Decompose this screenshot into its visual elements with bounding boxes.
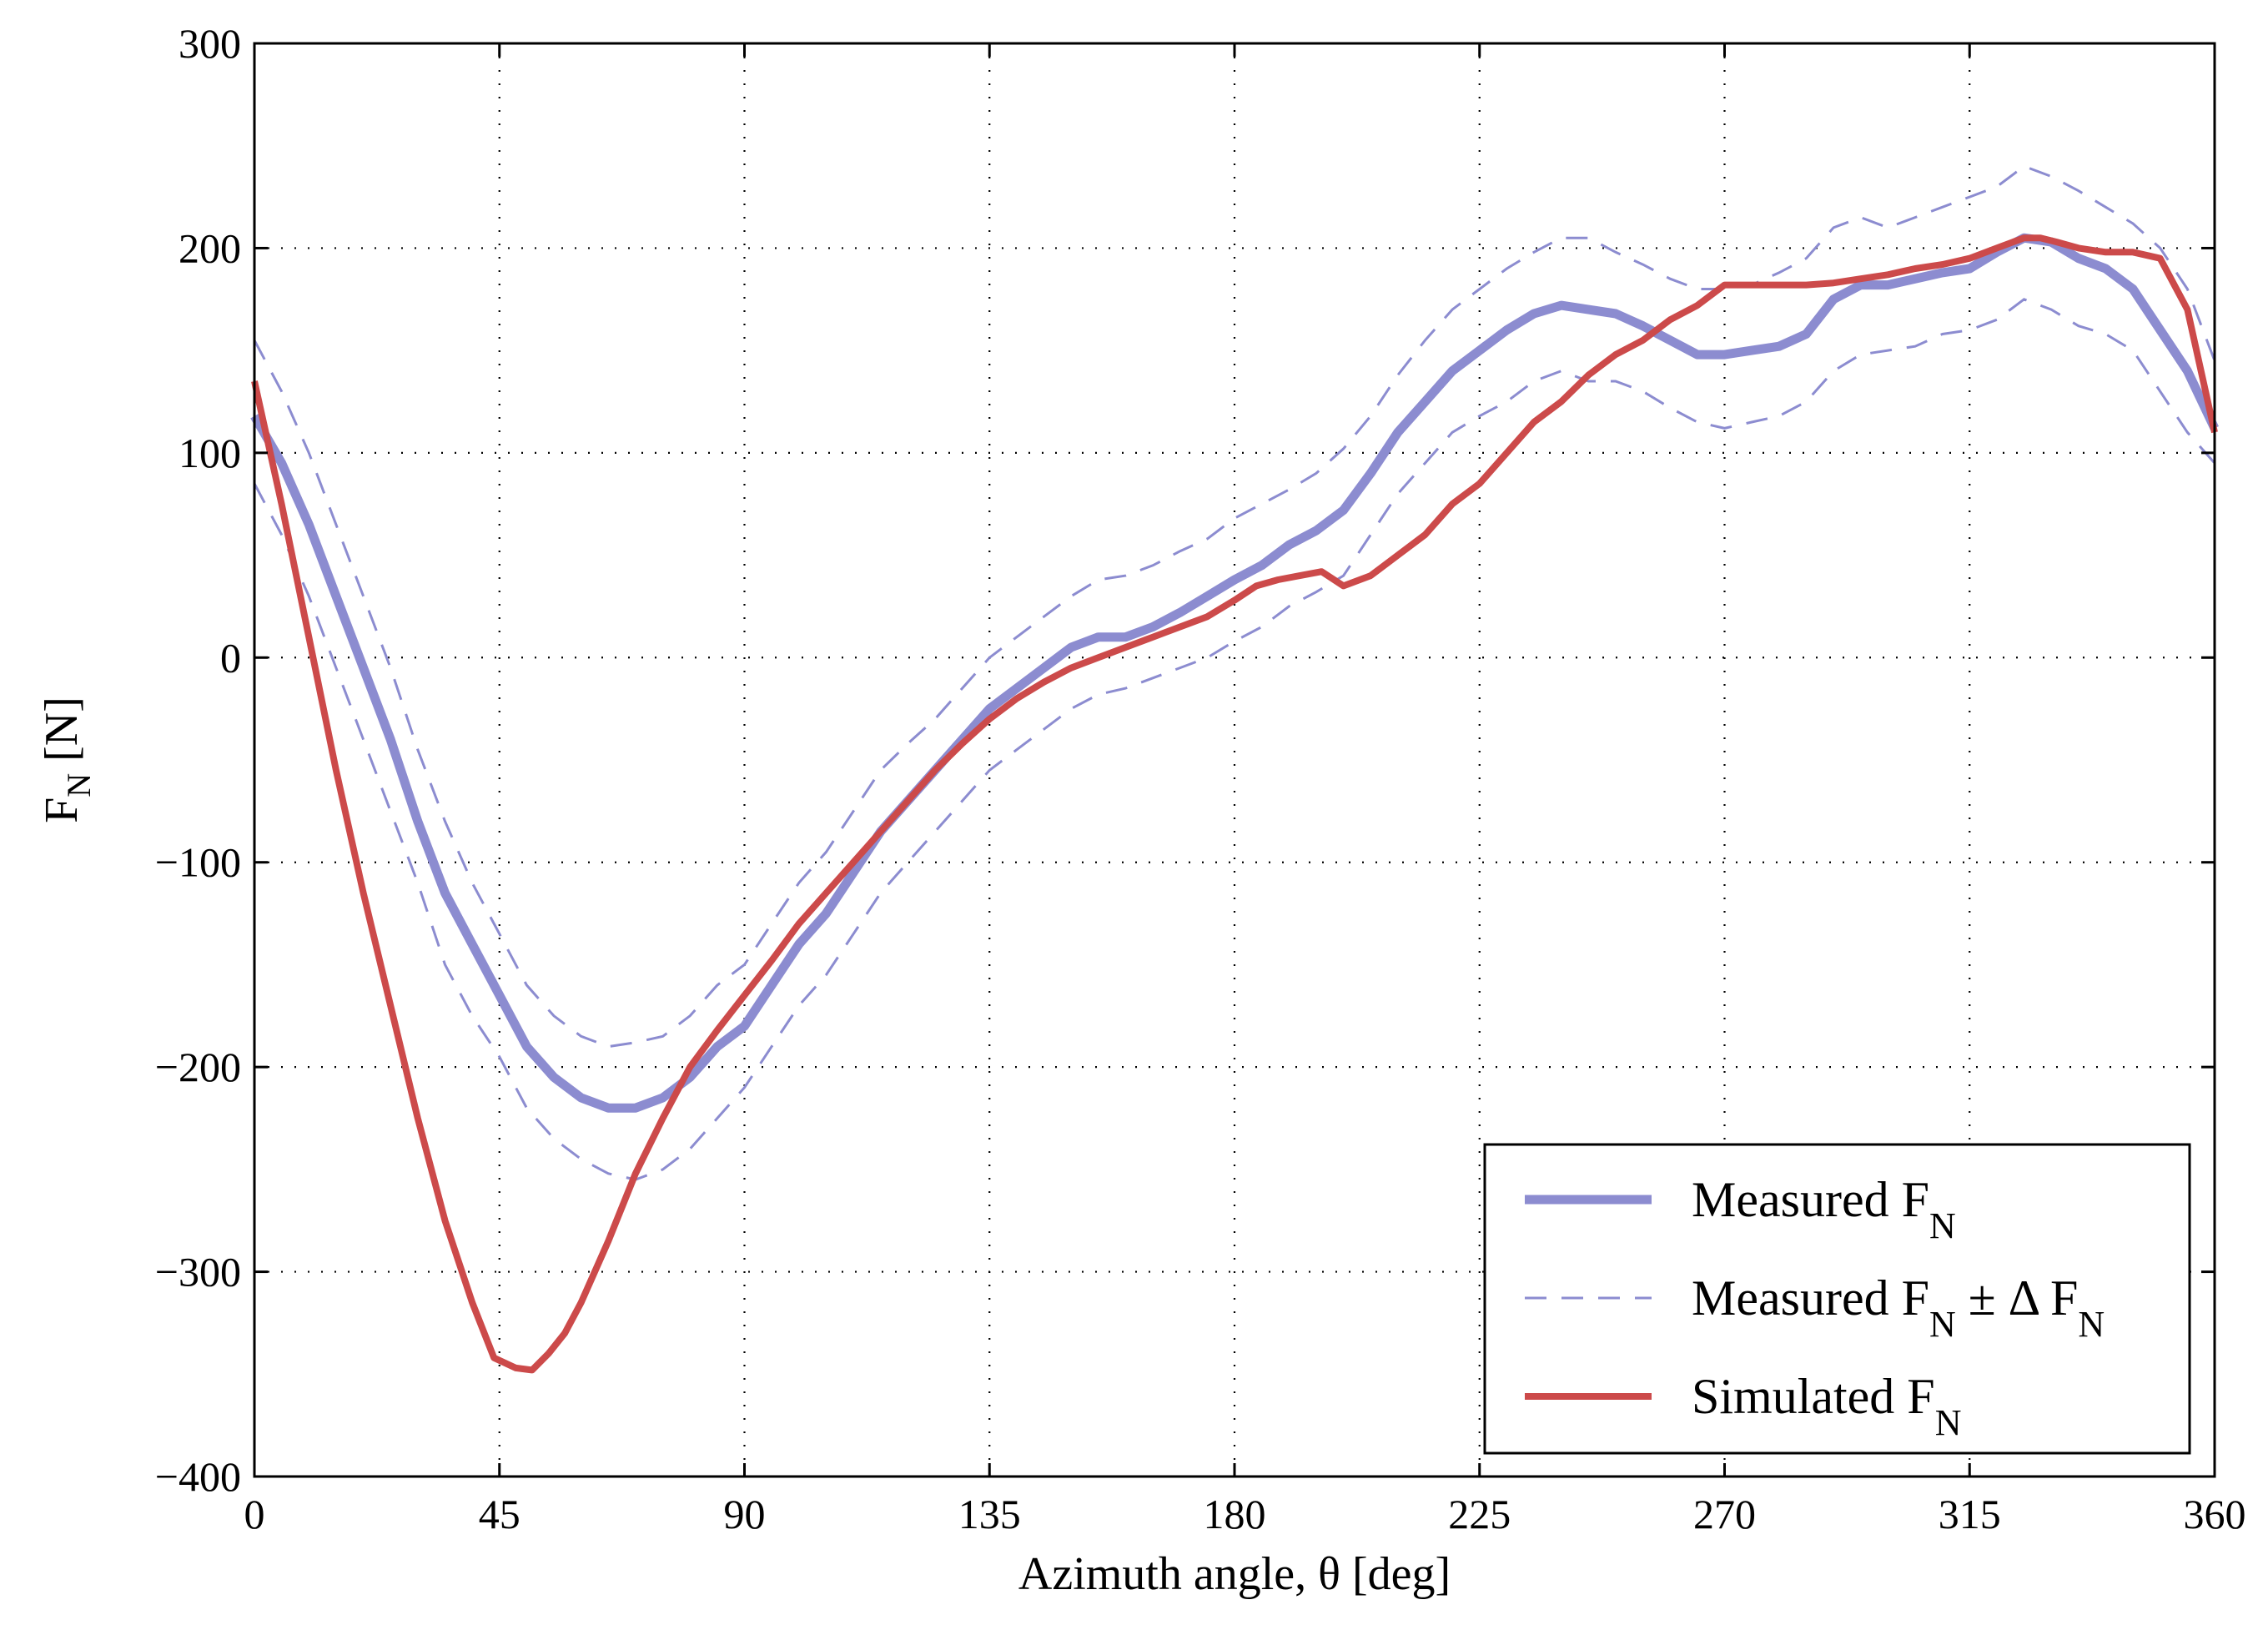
y-axis-label: FN [N]: [36, 697, 98, 823]
y-axis-label-sub: N: [60, 773, 98, 797]
legend-label-band: Measured FN ± Δ FN: [1692, 1270, 2105, 1345]
y-tick-label: 200: [179, 224, 241, 271]
x-tick-label: 225: [1448, 1491, 1511, 1537]
x-tick-label: 270: [1693, 1491, 1756, 1537]
y-axis-label-main: F: [36, 797, 88, 823]
x-tick-label: 315: [1939, 1491, 2001, 1537]
x-tick-label: 0: [244, 1491, 265, 1537]
x-tick-label: 45: [479, 1491, 520, 1537]
y-tick-label: −400: [155, 1453, 241, 1500]
y-tick-label: −100: [155, 839, 241, 886]
x-tick-label: 360: [2184, 1491, 2246, 1537]
y-axis-label-unit: [N]: [36, 697, 88, 773]
x-axis-label: Azimuth angle, θ [deg]: [1018, 1548, 1451, 1600]
axis-ticks: [253, 42, 2216, 1478]
legend-label-simulated: Simulated FN: [1692, 1369, 1961, 1443]
series-upper-band: [253, 164, 2216, 1049]
legend-label-measured: Measured FN: [1692, 1172, 1956, 1246]
plot-series: [250, 164, 2219, 1374]
svg-text:FN [N]: FN [N]: [36, 697, 98, 823]
y-tick-label: 0: [220, 634, 241, 681]
legend: Measured FN Measured FN ± Δ FN Simulated F…: [1483, 1143, 2191, 1455]
y-tick-label: −300: [155, 1249, 241, 1295]
tick-labels: 0 45 90 135 180 225 270 315 360 300 200 100 0 −100 −20…: [155, 20, 2246, 1537]
y-tick-label: 100: [179, 430, 241, 476]
series-lower-band: [253, 298, 2216, 1181]
x-tick-label: 135: [958, 1491, 1021, 1537]
y-tick-label: −200: [155, 1044, 241, 1090]
x-tick-label: 180: [1204, 1491, 1266, 1537]
series-measured: [250, 233, 2219, 1113]
y-tick-label: 300: [179, 20, 241, 67]
x-tick-label: 90: [724, 1491, 766, 1537]
series-simulated: [251, 234, 2218, 1374]
